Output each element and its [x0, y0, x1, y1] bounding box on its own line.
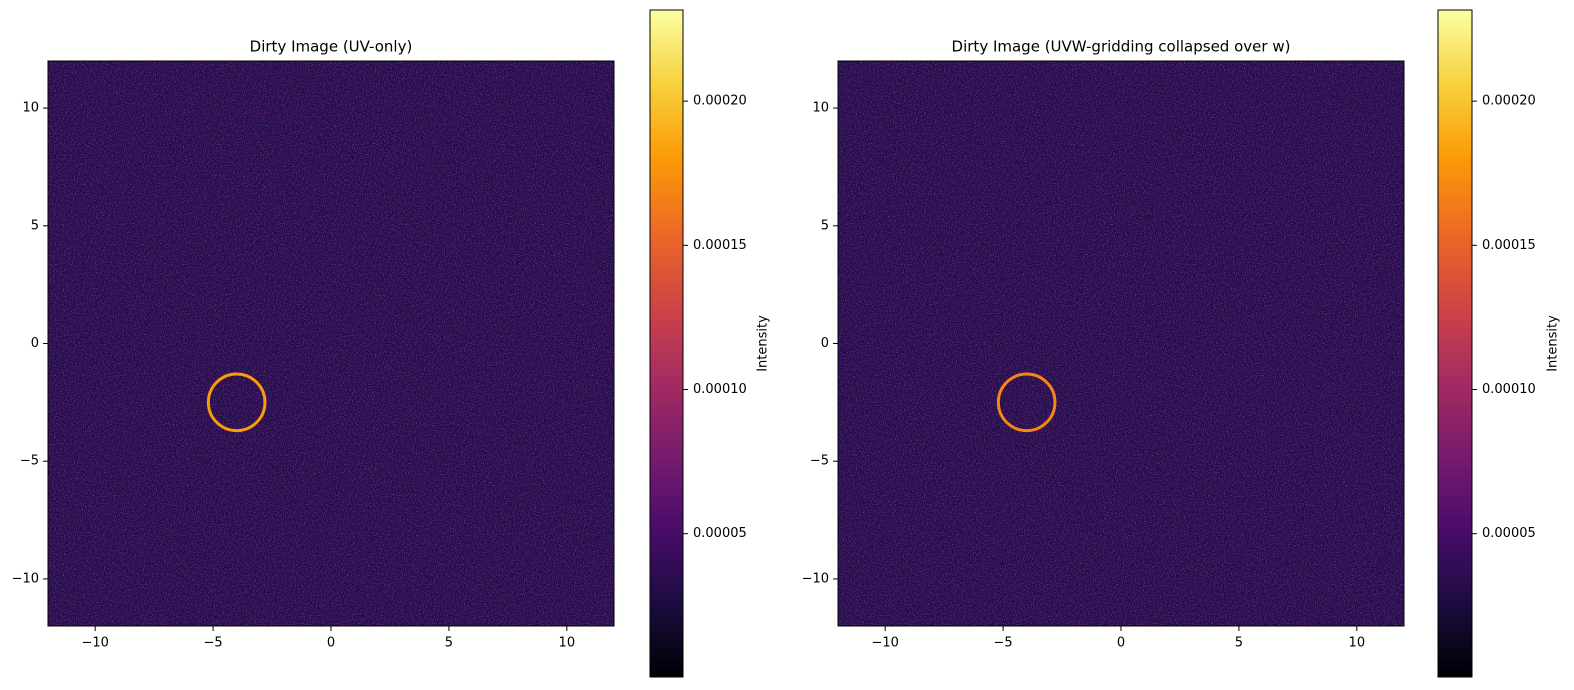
y-tick-label: −10 — [802, 571, 829, 586]
x-tick-label: 5 — [1235, 636, 1243, 651]
image-texture — [838, 61, 1404, 626]
y-tick-label: 5 — [821, 218, 829, 233]
colorbar — [649, 9, 684, 678]
x-tick-label: −10 — [81, 636, 108, 651]
colorbar-tick-label: 0.00015 — [1482, 238, 1536, 253]
y-tick-label: 10 — [22, 101, 39, 116]
y-tick-label: 5 — [31, 218, 39, 233]
x-tick-label: 0 — [1117, 636, 1125, 651]
colorbar-label: Intensity — [756, 315, 771, 372]
y-tick-label: 10 — [812, 101, 829, 116]
colorbar-tick-label: 0.00020 — [1482, 94, 1536, 109]
ring — [996, 372, 1057, 433]
y-tick-label: −5 — [20, 454, 39, 469]
x-tick-label: 5 — [445, 636, 453, 651]
chart-title: Dirty Image (UVW-gridding collapsed over… — [952, 38, 1291, 56]
x-tick-label: 10 — [1349, 636, 1366, 651]
y-tick-label: −10 — [12, 571, 39, 586]
chart-title: Dirty Image (UV-only) — [250, 38, 413, 56]
x-tick-label: 10 — [559, 636, 576, 651]
colorbar-tick-label: 0.00010 — [1482, 382, 1536, 397]
x-tick-label: −5 — [993, 636, 1012, 651]
colorbar-tick-label: 0.00005 — [693, 526, 747, 541]
colorbar — [1437, 9, 1473, 678]
image-texture — [48, 61, 614, 626]
x-tick-label: 0 — [327, 636, 335, 651]
colorbar-tick-label: 0.00020 — [693, 94, 747, 109]
y-tick-label: 0 — [821, 336, 829, 351]
y-tick-label: −5 — [810, 454, 829, 469]
colorbar-tick-label: 0.00015 — [693, 238, 747, 253]
colorbar-tick-label: 0.00010 — [693, 382, 747, 397]
x-tick-label: −10 — [871, 636, 898, 651]
colorbar-label: Intensity — [1546, 315, 1561, 372]
x-tick-label: −5 — [203, 636, 222, 651]
colorbar-tick-label: 0.00005 — [1482, 526, 1536, 541]
y-tick-label: 0 — [31, 336, 39, 351]
ring — [206, 372, 267, 433]
